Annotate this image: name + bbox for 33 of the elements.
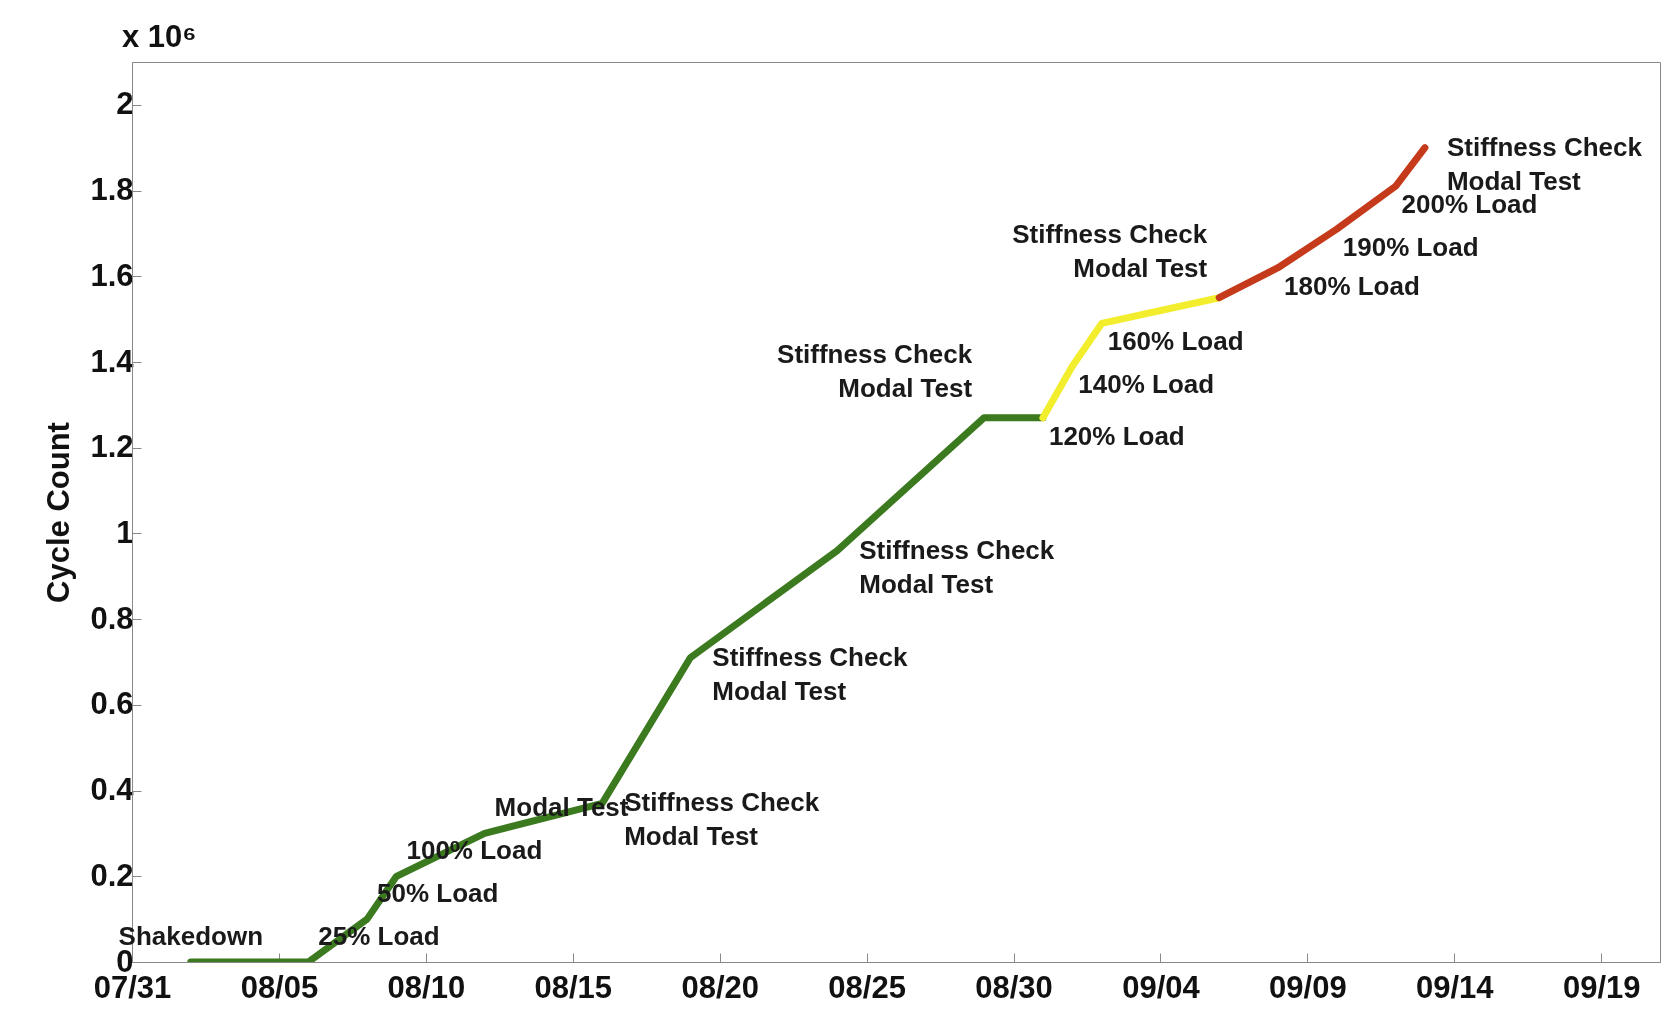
annotation: Stiffness Check Modal Test [1012, 218, 1208, 283]
y-tick-label: 0.8 [90, 600, 134, 636]
x-tick-label: 09/04 [1122, 969, 1201, 1005]
annotation: 200% Load [1401, 189, 1538, 220]
y-tick-label: 1.2 [90, 429, 134, 465]
annotation: 180% Load [1284, 270, 1420, 301]
x-tick-label: 08/15 [534, 969, 613, 1005]
annotation: 190% Load [1342, 232, 1479, 263]
annotation: Stiffness Check Modal Test [777, 338, 973, 403]
y-tick-label: 1.8 [90, 172, 134, 208]
x-tick-label: 08/20 [681, 969, 759, 1005]
annotation: Stiffness Check Modal Test [712, 641, 908, 706]
x-tick-label: 08/10 [387, 969, 466, 1005]
x-tick-label: 09/09 [1269, 969, 1347, 1005]
y-tick-label: 1 [116, 514, 134, 550]
x-tick-label: 08/30 [975, 969, 1053, 1005]
y-tick-label: 0.4 [90, 772, 135, 808]
y-tick-label: 1.6 [90, 257, 134, 293]
y-tick-label: 0.6 [90, 686, 134, 722]
y-tick-label: 1.4 [90, 343, 135, 379]
text: x 10⁶ [122, 19, 197, 54]
annotation: 160% Load [1107, 326, 1244, 357]
annotation: Shakedown [118, 921, 264, 951]
x-tick-label: 09/14 [1416, 969, 1495, 1005]
x-tick-label: 08/25 [828, 969, 906, 1005]
annotation: 120% Load [1048, 420, 1185, 451]
x-tick-label: 08/05 [240, 969, 319, 1005]
annotation: Stiffness Check Modal Test [859, 534, 1055, 599]
y-axis-title: Cycle Count [41, 422, 77, 603]
x-tick-label: 09/19 [1562, 969, 1641, 1005]
y-tick-label: 0.2 [90, 857, 134, 893]
annotation: 140% Load [1078, 369, 1215, 400]
y-tick-label: 2 [116, 86, 134, 122]
